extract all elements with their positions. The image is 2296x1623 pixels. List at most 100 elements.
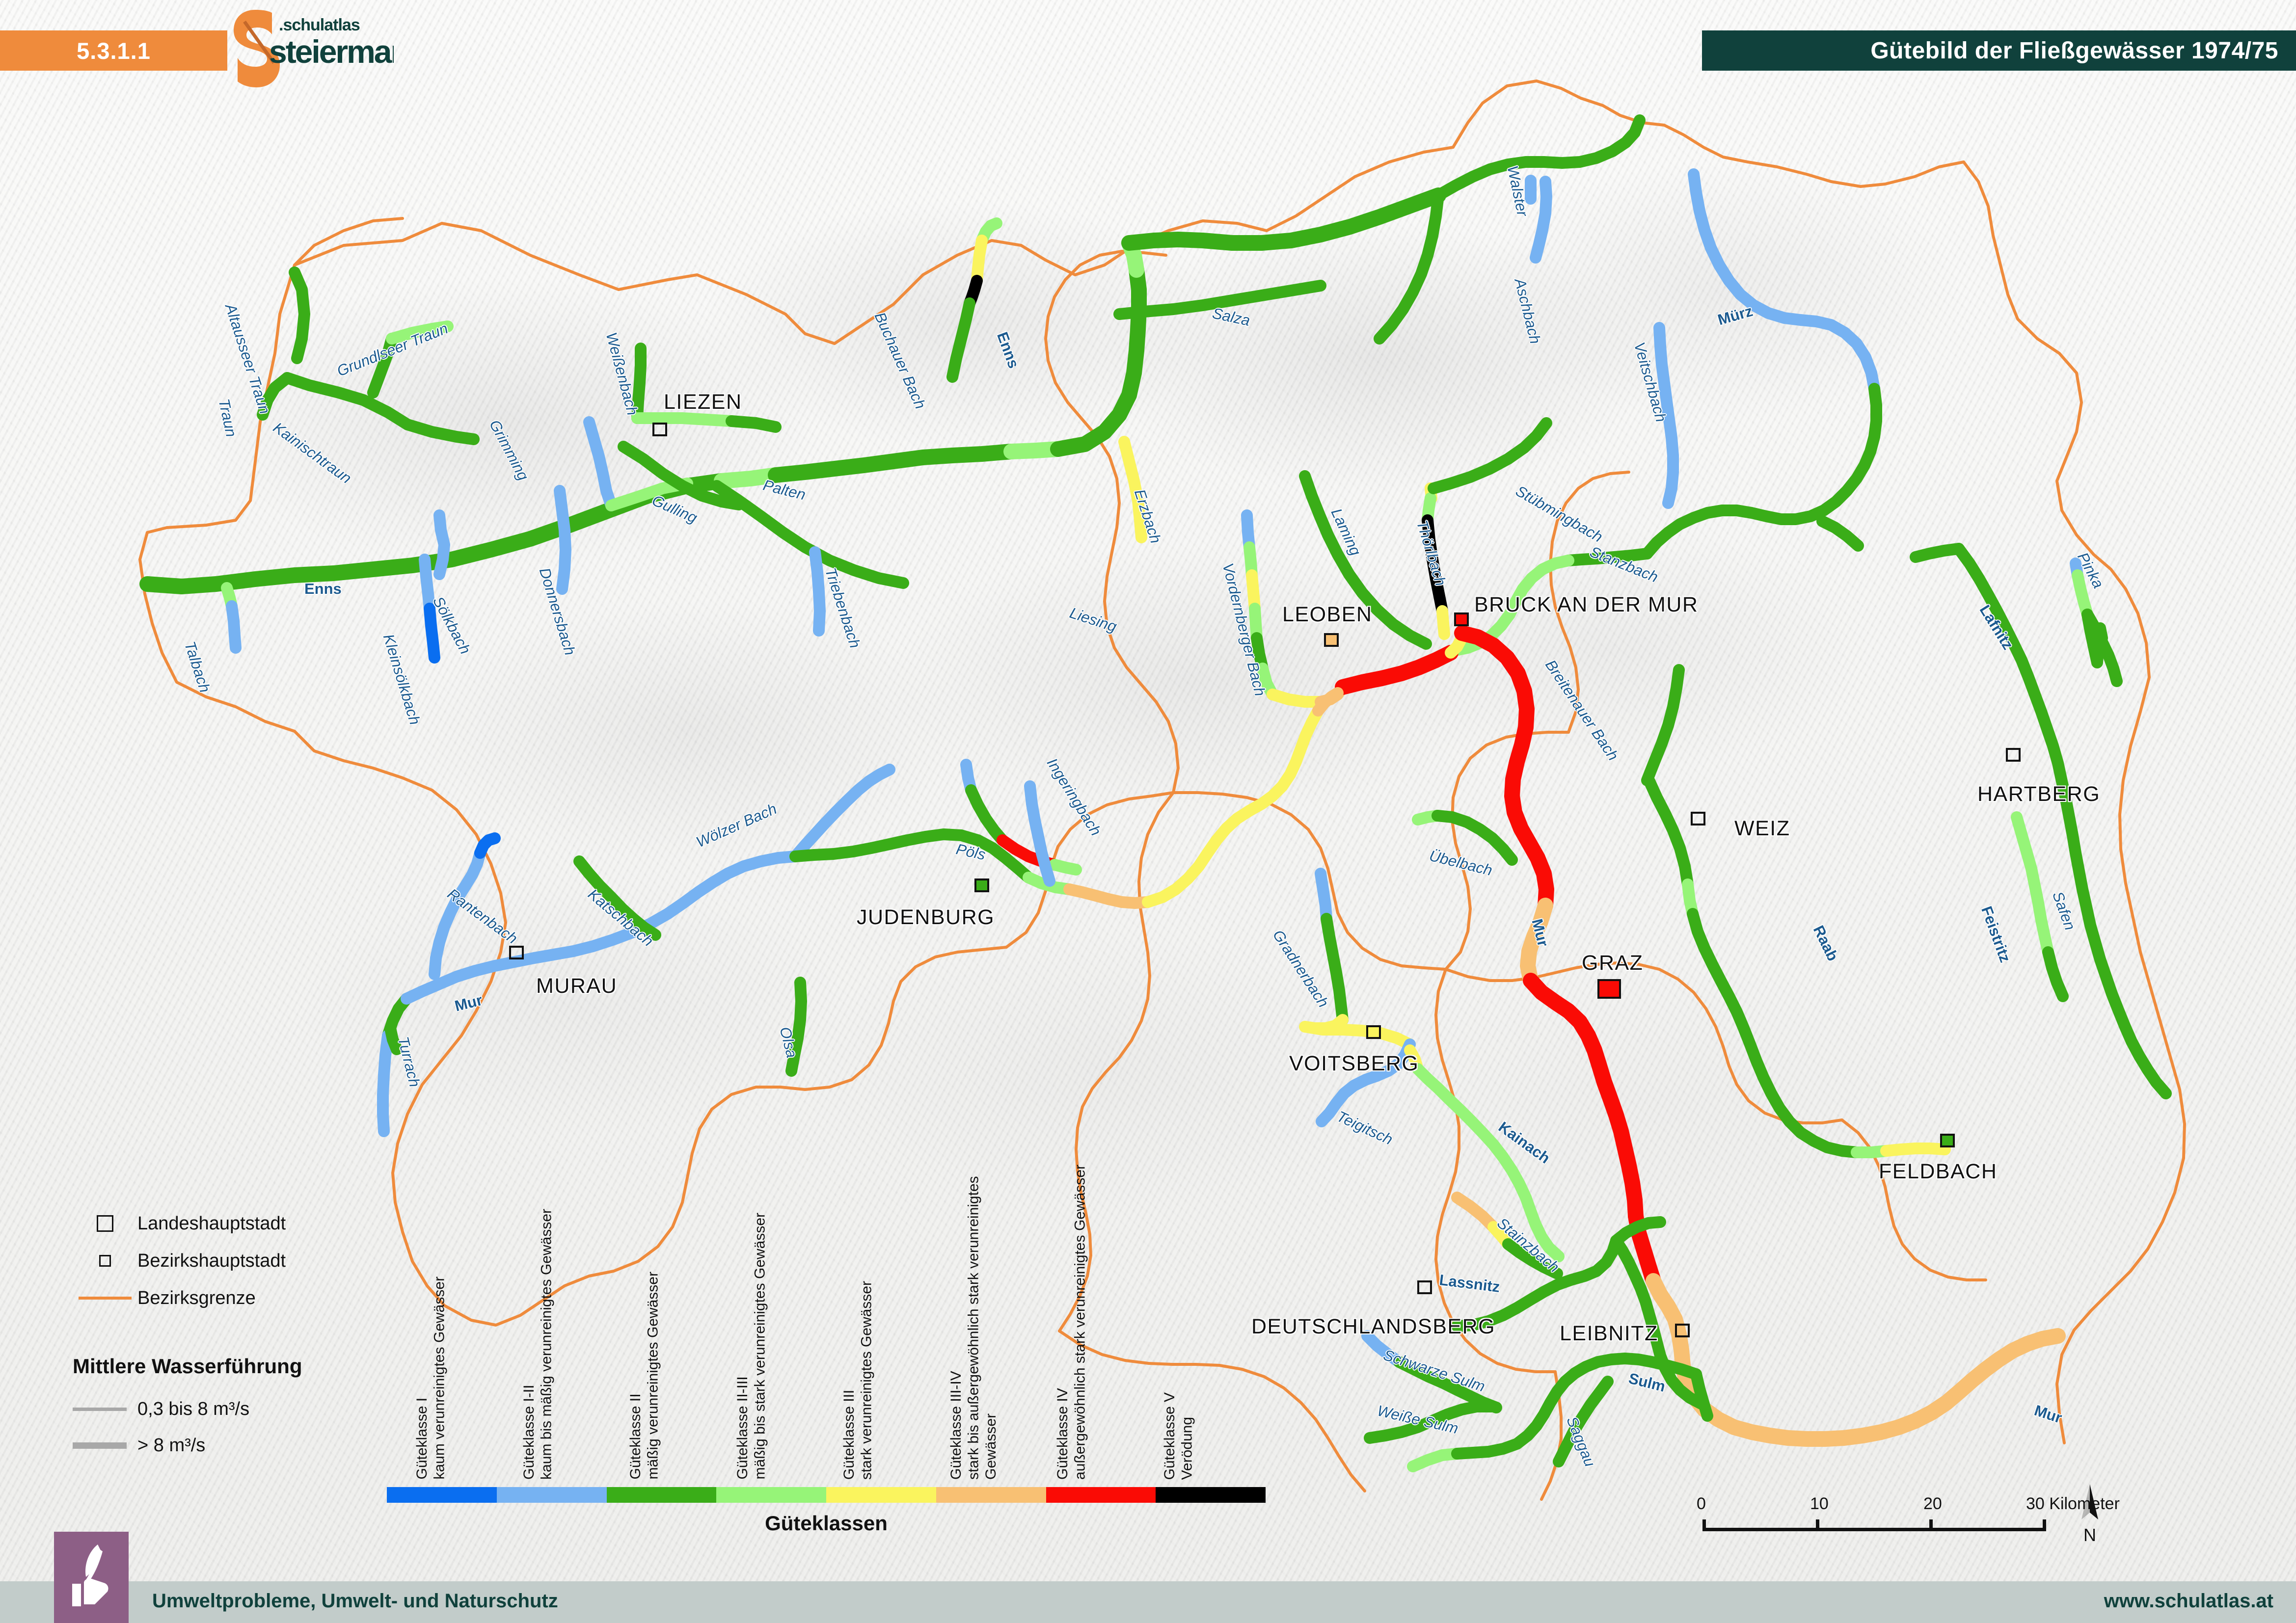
city-marker-voitsberg[interactable] [1366, 1025, 1381, 1039]
scale-tick-1: 10 [1810, 1494, 1829, 1513]
quality-class-swatch-4 [716, 1487, 826, 1503]
schulatlas-logo: .schulatlas steiermark [227, 0, 421, 88]
legend-row-bezirkshauptstadt: Bezirkshauptstadt [73, 1242, 286, 1279]
river-label-enns: Enns [304, 580, 342, 597]
quality-class-column-2: Güteklasse I-II kaum bis mäßig verunrein… [518, 1156, 625, 1480]
quality-class-text: Güteklasse III-IV stark bis außergewöhnl… [947, 1176, 999, 1480]
legend-symbols: Landeshauptstadt Bezirkshauptstadt Bezir… [73, 1205, 286, 1317]
city-marker-fill [976, 880, 987, 890]
logo-graphic: .schulatlas steiermark [234, 10, 421, 87]
city-marker-bruck-an-der-mur[interactable] [1454, 612, 1469, 626]
north-label: N [2083, 1525, 2096, 1545]
city-marker-hartberg[interactable] [2006, 748, 2021, 762]
city-marker-fill [1599, 981, 1619, 997]
district-boundaries [138, 80, 2186, 1501]
city-label-murau: MURAU [536, 974, 618, 998]
city-marker-feldbach[interactable] [1940, 1134, 1955, 1147]
scale-tick-2: 20 [1923, 1494, 1942, 1513]
quality-class-swatch-3 [606, 1487, 717, 1503]
city-marker-deutschlandsberg[interactable] [1417, 1280, 1432, 1294]
city-marker-liezen[interactable] [652, 423, 667, 436]
quality-class-column-7: Güteklasse IV außergewöhnlich stark veru… [1052, 1156, 1159, 1480]
quality-class-column-5: Güteklasse III stark verunreinigtes Gewä… [838, 1156, 945, 1480]
quality-class-column-1: Güteklasse I kaum verunreinigtes Gewässe… [411, 1156, 518, 1480]
legend-label: Bezirksgrenze [137, 1287, 256, 1308]
svg-text:.schulatlas: .schulatlas [279, 16, 360, 34]
river-network [139, 114, 2172, 1472]
city-label-judenburg: JUDENBURG [857, 905, 995, 929]
scale-bar: 0 10 20 30 Kilometer [1697, 1491, 2120, 1531]
leaf-hand-icon [72, 1544, 108, 1606]
quality-class-text: Güteklasse III stark verunreinigtes Gewä… [841, 1280, 875, 1480]
quality-class-labels: Güteklasse I kaum verunreinigtes Gewässe… [411, 1156, 1266, 1480]
quality-class-swatch-7 [1046, 1487, 1156, 1503]
quality-class-text: Güteklasse II-III mäßig bis stark verunr… [734, 1213, 768, 1480]
quality-class-column-3: Güteklasse II mäßig verunreinigtes Gewäs… [625, 1156, 732, 1480]
city-label-deutschlandsberg: DEUTSCHLANDSBERG [1251, 1315, 1496, 1338]
quality-class-column-6: Güteklasse III-IV stark bis außergewöhnl… [945, 1156, 1053, 1480]
scale-tick-labels: 0 10 20 30 Kilometer [1697, 1491, 2120, 1514]
north-arrow-icon [2081, 1484, 2098, 1519]
quality-class-text: Güteklasse II mäßig verunreinigtes Gewäs… [627, 1272, 661, 1480]
quality-class-column-4: Güteklasse II-III mäßig bis stark verunr… [732, 1156, 839, 1480]
quality-class-swatch-1 [387, 1487, 497, 1503]
map-title: Gütebild der Fließgewässer 1974/75 [1702, 30, 2296, 71]
legend-flow-row-small: 0,3 bis 8 m³/s [73, 1391, 302, 1427]
sheet-number: 5.3.1.1 [0, 30, 227, 71]
city-marker-judenburg[interactable] [974, 878, 989, 892]
quality-class-swatch-2 [496, 1487, 607, 1503]
legend-label: Bezirkshauptstadt [137, 1250, 286, 1271]
quality-class-title: Güteklassen [765, 1512, 888, 1535]
line-thick-grey-icon [73, 1442, 137, 1449]
quality-class-text: Güteklasse I-II kaum bis mäßig verunrein… [520, 1209, 554, 1480]
quality-class-colorbar [387, 1487, 1266, 1503]
legend-flow-label: 0,3 bis 8 m³/s [137, 1398, 250, 1419]
city-marker-graz[interactable] [1597, 979, 1621, 999]
quality-class-swatch-8 [1156, 1487, 1266, 1503]
city-label-leoben: LEOBEN [1282, 603, 1373, 626]
legend-water-flow: Mittlere Wasserführung 0,3 bis 8 m³/s > … [73, 1355, 302, 1463]
quality-class-swatch-6 [936, 1487, 1046, 1503]
city-label-leibnitz: LEIBNITZ [1560, 1322, 1658, 1345]
line-thin-grey-icon [73, 1407, 137, 1411]
city-label-bruck-an-der-mur: BRUCK AN DER MUR [1474, 593, 1699, 616]
city-marker-leibnitz[interactable] [1675, 1324, 1690, 1337]
legend-flow-label: > 8 m³/s [137, 1435, 206, 1456]
north-arrow: N [2074, 1482, 2106, 1545]
footer-bar [0, 1581, 2296, 1623]
legend-flow-title: Mittlere Wasserführung [73, 1355, 302, 1378]
city-label-graz: GRAZ [1582, 951, 1644, 975]
city-marker-fill [1942, 1136, 1953, 1145]
legend-row-bezirksgrenze: Bezirksgrenze [73, 1279, 286, 1317]
city-label-liezen: LIEZEN [664, 390, 742, 414]
scale-tick-0: 0 [1697, 1494, 1706, 1513]
city-label-weiz: WEIZ [1734, 817, 1790, 840]
footer-chapter-text: Umweltprobleme, Umwelt- und Naturschutz [152, 1590, 558, 1612]
chapter-icon [54, 1532, 129, 1623]
legend-row-landeshauptstadt: Landeshauptstadt [73, 1205, 286, 1242]
city-marker-murau[interactable] [509, 946, 524, 959]
quality-class-text: Güteklasse I kaum verunreinigtes Gewässe… [414, 1277, 448, 1480]
scale-tick-3: 30 Kilometer [2026, 1494, 2120, 1513]
city-marker-leoben[interactable] [1324, 633, 1339, 647]
square-large-outline-icon [73, 1215, 137, 1232]
legend-label: Landeshauptstadt [137, 1213, 286, 1234]
quality-class-text: Güteklasse V Verödung [1161, 1392, 1195, 1480]
svg-text:steiermark: steiermark [269, 33, 394, 70]
city-label-feldbach: FELDBACH [1879, 1160, 1998, 1183]
city-marker-fill [1326, 635, 1337, 645]
city-marker-weiz[interactable] [1691, 812, 1705, 825]
quality-class-text: Güteklasse IV außergewöhnlich stark veru… [1054, 1165, 1088, 1480]
legend-flow-row-large: > 8 m³/s [73, 1427, 302, 1463]
line-orange-icon [73, 1297, 137, 1300]
quality-class-column-8: Güteklasse V Verödung [1159, 1156, 1266, 1480]
city-label-voitsberg: VOITSBERG [1289, 1052, 1419, 1075]
city-label-hartberg: HARTBERG [1977, 782, 2101, 806]
city-marker-fill [1456, 614, 1467, 624]
footer-url[interactable]: www.schulatlas.at [2104, 1590, 2273, 1612]
scale-bar-graphic [1702, 1514, 2046, 1531]
square-small-outline-icon [73, 1255, 137, 1267]
